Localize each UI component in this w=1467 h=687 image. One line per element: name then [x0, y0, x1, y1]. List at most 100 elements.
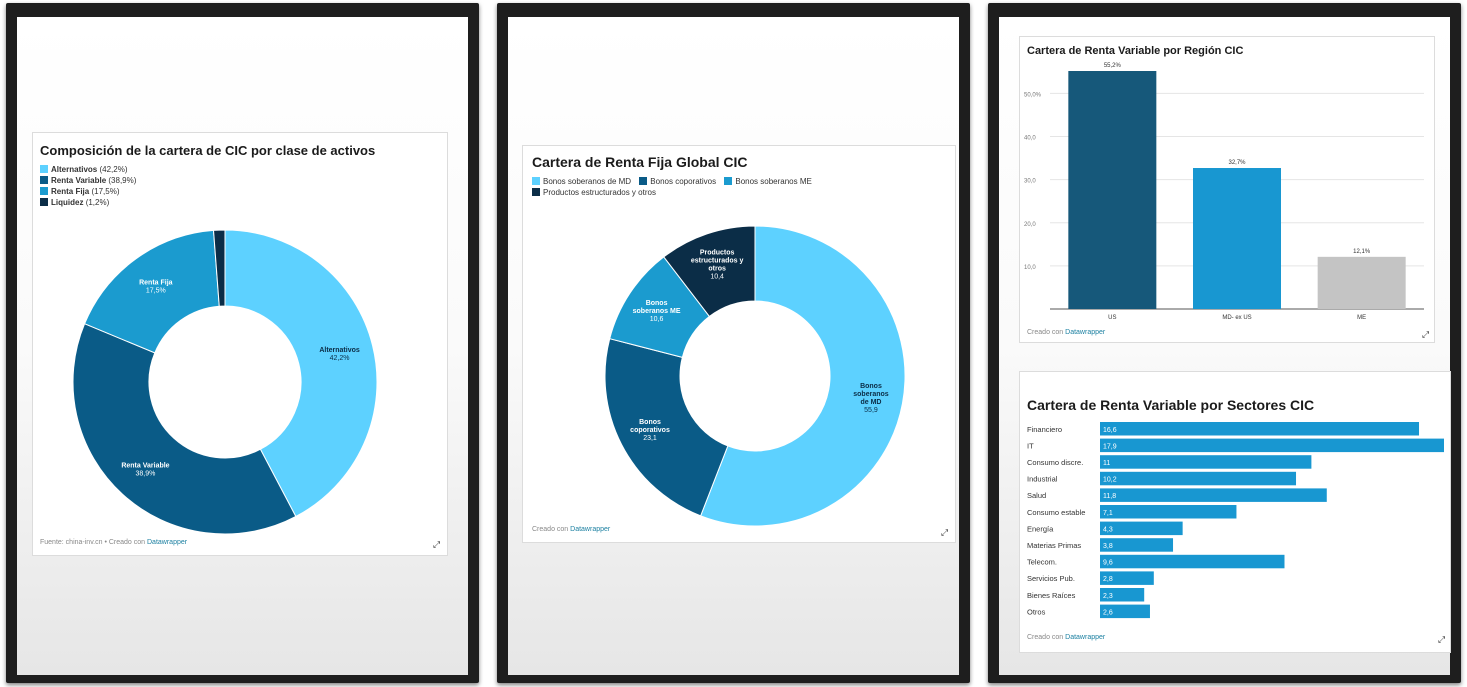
- legend-label: Renta Variable: [51, 176, 107, 185]
- legend-label: Bonos coporativos: [650, 177, 717, 186]
- legend-item-productos-estructurados[interactable]: Productos estructurados y otros: [532, 187, 656, 198]
- datawrapper-link[interactable]: Datawrapper: [1065, 634, 1106, 641]
- resize-arrow-icon[interactable]: ⤡: [1421, 330, 1432, 339]
- footer-text: Creado con: [1027, 329, 1066, 336]
- footer-text: Creado con: [1027, 634, 1066, 641]
- slice-label: Alternativos: [319, 347, 360, 354]
- chart-footer: Fuente: china-inv.cn • Creado con Datawr…: [40, 539, 187, 546]
- chart-footer: Creado con Datawrapper: [1027, 634, 1105, 641]
- legend-item-bonos-soberanos-md[interactable]: Bonos soberanos de MD: [532, 176, 631, 187]
- chart-title: Cartera de Renta Variable por Región CIC: [1027, 45, 1244, 57]
- category-label: Industrial: [1027, 475, 1058, 484]
- legend-label: Liquidez: [51, 198, 84, 207]
- legend-pct: (1,2%): [85, 198, 110, 207]
- slice-label: de MD: [860, 399, 881, 406]
- footer-text: Fuente: china-inv.cn • Creado con: [40, 539, 147, 546]
- bar-financiero[interactable]: [1100, 422, 1420, 436]
- panel-frame-renta-variable: Cartera de Renta Variable por Región CIC…: [988, 3, 1461, 683]
- bar-telecom[interactable]: [1100, 554, 1285, 569]
- bar-value-label: 3,8: [1103, 543, 1113, 550]
- datawrapper-link[interactable]: Datawrapper: [570, 526, 611, 533]
- slice-label: Renta Fija: [139, 280, 173, 287]
- slice-label: Renta Variable: [121, 462, 169, 469]
- bar-value-label: 32,7%: [1228, 160, 1246, 166]
- bar-value-label: 4,3: [1103, 526, 1113, 533]
- category-label: Bienes Raíces: [1027, 591, 1076, 600]
- bar-salud[interactable]: [1100, 488, 1327, 502]
- slice-renta-variable[interactable]: [72, 323, 297, 535]
- legend-label: Renta Fija: [51, 187, 90, 196]
- resize-arrow-icon[interactable]: ⤡: [1437, 635, 1448, 644]
- legend-label: Bonos soberanos de MD: [543, 177, 632, 186]
- bar-value-label: 16,6: [1103, 427, 1117, 434]
- slice-bonos-coporativos[interactable]: [604, 338, 729, 517]
- bar-chart-region: 10,0 20,0 30,0 40,0 50,0% 55,2% US 32,7% MD- ex …: [1024, 63, 1424, 321]
- y-tick-label: 40,0: [1024, 136, 1036, 142]
- slice-productos-estructurados-y-otros[interactable]: [663, 225, 756, 318]
- slice-alternativos[interactable]: [224, 229, 378, 518]
- legend-swatch: [40, 176, 48, 184]
- legend-pct: (42,2%): [99, 165, 128, 174]
- bar-bienes-raices[interactable]: [1100, 588, 1145, 602]
- slice-renta-fija[interactable]: [83, 229, 220, 354]
- category-label: Materias Primas: [1027, 541, 1081, 550]
- category-label: Telecom.: [1027, 558, 1057, 567]
- chart-legend: Alternativos (42,2%) Renta Variable (38,…: [40, 164, 142, 208]
- bar-md-ex-us[interactable]: [1193, 168, 1281, 309]
- category-label: Energía: [1027, 524, 1054, 533]
- legend-swatch: [532, 177, 540, 185]
- hbar-chart-sectores: Financiero 16,6 IT 17,9 Consumo discre. 11 Ind…: [1027, 422, 1444, 619]
- category-label: Financiero: [1027, 425, 1062, 434]
- y-tick-label: 50,0%: [1024, 92, 1042, 98]
- bar-value-label: 7,1: [1103, 510, 1113, 517]
- x-tick-label: US: [1108, 315, 1116, 321]
- bar-value-label: 12,1%: [1353, 249, 1371, 255]
- bar-value-label: 55,2%: [1104, 63, 1122, 69]
- bar-otros[interactable]: [1100, 604, 1150, 619]
- y-tick-label: 30,0: [1024, 179, 1036, 185]
- bar-energia[interactable]: [1100, 521, 1183, 536]
- chart-card-renta-fija: Cartera de Renta Fija Global CIC Bonos s…: [522, 145, 956, 543]
- bar-value-label: 10,2: [1103, 477, 1117, 484]
- legend-item-bonos-soberanos-me[interactable]: Bonos soberanos ME: [724, 176, 812, 187]
- panel-frame-renta-fija: Cartera de Renta Fija Global CIC Bonos s…: [497, 3, 970, 683]
- bar-me[interactable]: [1317, 256, 1406, 309]
- resize-arrow-icon[interactable]: ⤡: [432, 540, 443, 549]
- slice-label: Bonos: [646, 300, 668, 307]
- chart-title: Cartera de Renta Variable por Sectores C…: [1027, 397, 1315, 413]
- category-label: Consumo discre.: [1027, 458, 1083, 467]
- slice-liquidez[interactable]: [212, 229, 226, 307]
- chart-footer: Creado con Datawrapper: [1027, 329, 1105, 336]
- slice-value-label: 10,4: [710, 274, 724, 281]
- bar-materias-primas[interactable]: [1100, 538, 1174, 552]
- bar-it[interactable]: [1100, 438, 1444, 453]
- bar-value-label: 17,9: [1103, 443, 1117, 450]
- bar-consumo-discre[interactable]: [1100, 455, 1312, 469]
- legend-item-liquidez[interactable]: Liquidez (1,2%): [40, 197, 136, 208]
- x-tick-label: ME: [1357, 315, 1366, 321]
- slice-value-label: 23,1: [643, 435, 657, 442]
- slice-label: Productos: [700, 250, 735, 257]
- legend-swatch: [40, 187, 48, 195]
- slice-value-label: 42,2%: [330, 355, 350, 362]
- datawrapper-link[interactable]: Datawrapper: [1065, 329, 1106, 336]
- category-label: Consumo estable: [1027, 508, 1085, 517]
- legend-swatch: [724, 177, 733, 185]
- bar-servicios-pub[interactable]: [1100, 571, 1154, 585]
- legend-swatch: [532, 188, 540, 196]
- bar-consumo-estable[interactable]: [1100, 505, 1237, 519]
- legend-item-alternativos[interactable]: Alternativos (42,2%): [40, 164, 136, 175]
- legend-pct: (38,9%): [108, 176, 137, 185]
- bar-us[interactable]: [1068, 71, 1157, 309]
- legend-item-renta-variable[interactable]: Renta Variable (38,9%): [40, 175, 136, 186]
- slice-label: estructurados y: [691, 258, 744, 265]
- legend-label: Bonos soberanos ME: [735, 177, 812, 186]
- legend-item-bonos-coporativos[interactable]: Bonos coporativos: [639, 176, 716, 187]
- resize-arrow-icon[interactable]: ⤡: [940, 528, 951, 537]
- legend-item-renta-fija[interactable]: Renta Fija (17,5%): [40, 186, 136, 197]
- bar-industrial[interactable]: [1100, 471, 1297, 486]
- chart-card-sectores: Cartera de Renta Variable por Sectores C…: [1019, 371, 1451, 653]
- datawrapper-link[interactable]: Datawrapper: [147, 539, 188, 546]
- slice-bonos-soberanos-de-md[interactable]: [700, 225, 906, 526]
